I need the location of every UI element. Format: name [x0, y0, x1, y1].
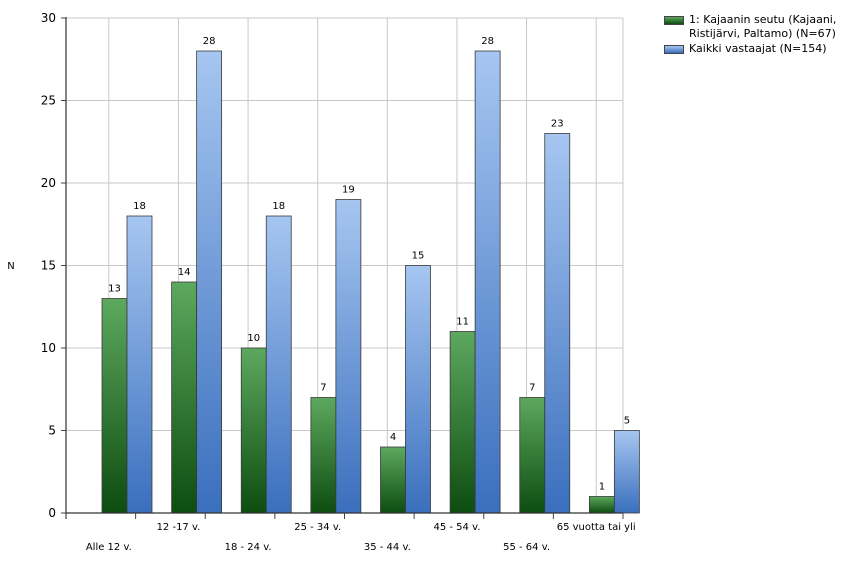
bar-series-2-6 — [544, 133, 571, 514]
data-label-series-1-3: 7 — [320, 383, 326, 394]
y-tick-label: 20 — [41, 176, 56, 190]
bar-series-2-0 — [126, 215, 153, 514]
bar-series-2-7 — [613, 430, 640, 514]
data-label-series-2-0: 18 — [133, 201, 146, 212]
legend: 1: Kajaanin seutu (Kajaani, Ristijärvi, … — [664, 13, 852, 57]
y-tick-label: 30 — [41, 11, 56, 25]
legend-label-series-2: Kaikki vastaajat (N=154) — [689, 42, 827, 55]
y-tick-label: 25 — [41, 94, 56, 108]
data-label-series-1-4: 4 — [390, 432, 396, 443]
bar-series-1-6 — [519, 397, 546, 514]
legend-item-series-1: 1: Kajaanin seutu (Kajaani, Ristijärvi, … — [664, 13, 852, 41]
x-tick-label: 55 - 64 v. — [503, 542, 550, 553]
bar-series-1-0 — [101, 298, 128, 514]
x-tick-label: 18 - 24 v. — [225, 542, 272, 553]
bar-series-2-5 — [474, 50, 501, 514]
data-label-series-2-1: 28 — [203, 36, 216, 47]
x-tick-label: Alle 12 v. — [86, 542, 132, 553]
bar-series-2-2 — [265, 215, 292, 514]
bar-series-1-4 — [380, 446, 406, 514]
x-tick-label: 25 - 34 v. — [294, 522, 341, 533]
legend-label-series-1: 1: Kajaanin seutu (Kajaani, Ristijärvi, … — [689, 13, 837, 40]
data-label-series-2-5: 28 — [481, 36, 494, 47]
bar-series-1-7 — [588, 496, 615, 514]
bar-series-2-4 — [405, 265, 431, 514]
bars: 13 14 10 7 4 11 7 1 18 28 18 19 15 28 23 5 — [101, 36, 640, 514]
data-label-series-1-6: 7 — [529, 383, 535, 394]
legend-swatch-series-1 — [664, 16, 684, 25]
y-tick-label: 5 — [48, 424, 56, 438]
y-axis-label: N — [7, 261, 14, 272]
bar-series-2-1 — [196, 50, 223, 514]
data-label-series-1-5: 11 — [456, 317, 469, 328]
bar-series-1-3 — [310, 397, 337, 514]
x-tick-label: 65 vuotta tai yli — [557, 522, 636, 533]
bar-series-1-1 — [171, 281, 198, 514]
data-label-series-1-7: 1 — [599, 482, 605, 493]
data-label-series-2-3: 19 — [342, 185, 355, 196]
data-label-series-1-1: 14 — [178, 267, 191, 278]
x-tick-label: 45 - 54 v. — [433, 522, 480, 533]
y-tick-label: 0 — [48, 506, 56, 520]
data-label-series-2-6: 23 — [551, 119, 564, 130]
data-label-series-2-2: 18 — [272, 201, 285, 212]
data-label-series-2-7: 5 — [624, 416, 630, 427]
data-label-series-1-0: 13 — [108, 284, 121, 295]
y-tick-label: 15 — [41, 259, 56, 273]
bar-series-1-2 — [240, 347, 267, 514]
legend-swatch-series-2 — [664, 45, 684, 54]
y-tick-label: 10 — [41, 341, 56, 355]
x-tick-label: 35 - 44 v. — [364, 542, 411, 553]
bar-series-1-5 — [449, 331, 476, 514]
data-label-series-1-2: 10 — [247, 333, 260, 344]
x-tick-label: 12 -17 v. — [157, 522, 201, 533]
bar-series-2-3 — [335, 199, 362, 514]
data-label-series-2-4: 15 — [412, 251, 425, 262]
legend-item-series-2: Kaikki vastaajat (N=154) — [664, 42, 852, 56]
